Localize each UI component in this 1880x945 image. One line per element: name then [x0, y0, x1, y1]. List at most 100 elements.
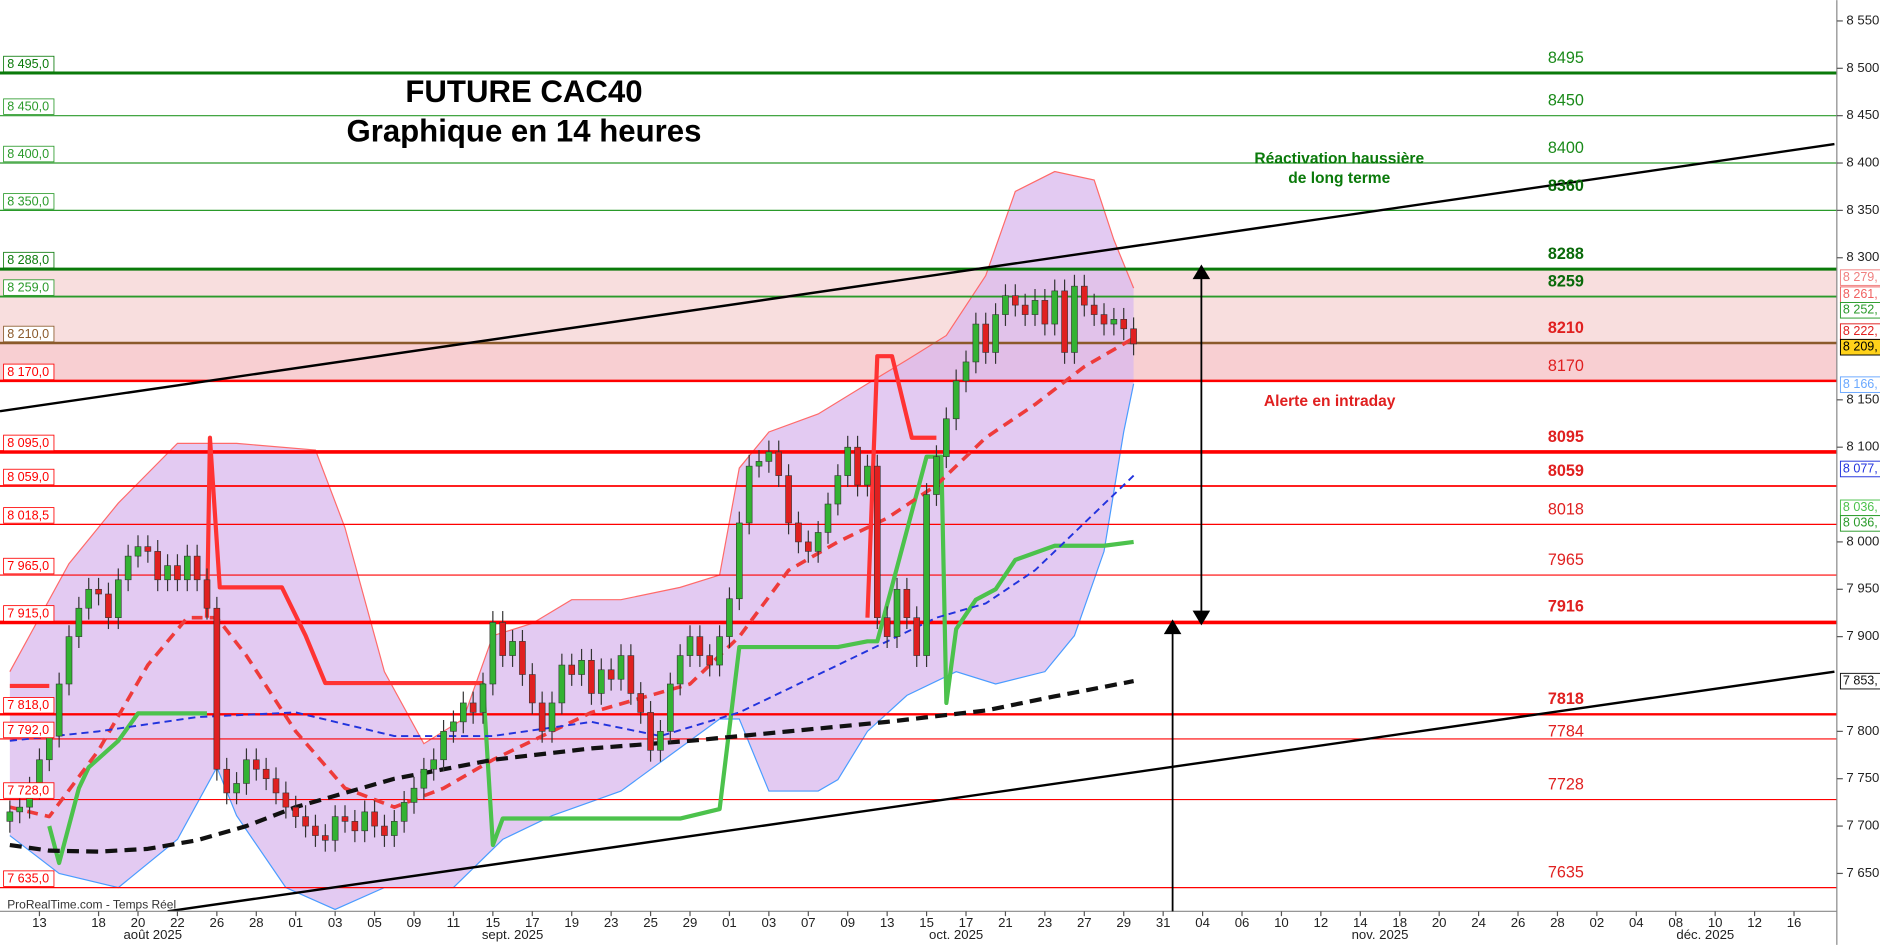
- x-tick-label: 04: [1629, 915, 1644, 930]
- x-tick-label: 03: [762, 915, 777, 930]
- candle-body: [735, 522, 743, 600]
- x-tick-label: 05: [367, 915, 382, 930]
- x-tick-label: 24: [1471, 915, 1486, 930]
- arrow-head: [1163, 619, 1182, 635]
- x-tick-label: 10: [1708, 915, 1723, 930]
- candle-body: [1031, 300, 1039, 315]
- arrow-head: [1192, 264, 1211, 280]
- value-box-label: 8 036,: [1843, 500, 1878, 514]
- x-tick-label: 22: [170, 915, 185, 930]
- value-box: [1839, 460, 1880, 478]
- candle-body: [361, 811, 369, 832]
- candle-body: [302, 816, 309, 827]
- level-label: 8 259,0: [7, 281, 49, 295]
- level-annotation: 7916: [1548, 597, 1584, 615]
- candle-body: [982, 323, 990, 353]
- candle-body: [962, 361, 970, 382]
- x-tick-label: 12: [1747, 915, 1762, 930]
- candle-body: [686, 636, 694, 656]
- x-tick-label: 03: [328, 915, 343, 930]
- candle-body: [124, 555, 132, 581]
- level-label-box: [3, 363, 55, 381]
- y-tick-label: 8 450: [1846, 107, 1879, 122]
- level-annotation: 8360: [1548, 177, 1584, 195]
- plot-area: [0, 71, 1837, 912]
- candle-body: [903, 588, 911, 618]
- candle-body: [282, 792, 290, 808]
- x-tick-label: 01: [288, 915, 303, 930]
- candle-body: [1090, 304, 1098, 315]
- level-label: 8 059,0: [7, 470, 49, 484]
- candle-body: [972, 323, 980, 363]
- candle-body: [1130, 328, 1137, 345]
- candle-body: [1120, 319, 1128, 330]
- x-month-label: nov. 2025: [1352, 927, 1409, 942]
- value-box-label: 8 036,: [1843, 516, 1878, 530]
- level-label: 7 915,0: [7, 606, 49, 620]
- value-box-label: 8 166,: [1843, 377, 1878, 391]
- value-box-label: 8 077,: [1843, 461, 1878, 475]
- level-label: 7 965,0: [7, 559, 49, 573]
- level-label-box: [3, 721, 55, 739]
- candle-body: [1041, 300, 1049, 325]
- value-box: [1839, 302, 1880, 319]
- value-box: [1839, 376, 1880, 393]
- candle-body: [834, 475, 842, 505]
- candle-body: [381, 825, 388, 836]
- candle-body: [410, 787, 418, 803]
- value-box: [1839, 515, 1880, 532]
- candle-body: [45, 735, 53, 761]
- value-box: [1839, 672, 1880, 690]
- candle-body: [795, 522, 802, 543]
- x-tick-label: 13: [880, 915, 895, 930]
- candle-body: [164, 565, 171, 581]
- candle-body: [233, 783, 240, 794]
- value-box-label: 7 853,: [1843, 673, 1878, 687]
- level-label: 7 792,0: [7, 723, 49, 737]
- level-label: 8 495,0: [7, 57, 49, 71]
- candle-body: [952, 380, 960, 420]
- candle-body: [726, 598, 733, 637]
- candle-body: [883, 617, 891, 637]
- level-annotation: 8059: [1548, 462, 1584, 480]
- candle-body: [1110, 319, 1118, 325]
- x-tick-label: 20: [1432, 915, 1447, 930]
- x-tick-label: 26: [1511, 915, 1526, 930]
- candle-body: [706, 655, 714, 666]
- arrows: [1163, 264, 1211, 912]
- band-edge: [9, 170, 1135, 745]
- level-annotation: 8259: [1548, 272, 1584, 290]
- level-label: 8 170,0: [7, 365, 49, 379]
- candle-body: [696, 636, 704, 656]
- candle-body: [430, 759, 438, 770]
- candle-body: [558, 664, 566, 704]
- candle-body: [371, 811, 378, 827]
- candle-body: [6, 811, 14, 822]
- level-label-box: [3, 434, 55, 452]
- annotation: Réactivation haussière: [1254, 151, 1424, 168]
- candle-body: [824, 503, 832, 533]
- candle-body: [814, 532, 822, 552]
- x-tick-label: 23: [604, 915, 619, 930]
- level-annotation: 7818: [1548, 690, 1584, 708]
- x-tick-label: 25: [643, 915, 658, 930]
- level-label-box: [3, 697, 55, 714]
- trendline: [0, 142, 1835, 413]
- level-annotation: 8210: [1548, 319, 1584, 337]
- value-box: [1839, 338, 1880, 356]
- candle-body: [489, 622, 497, 685]
- y-tick-label: 8 100: [1846, 439, 1879, 454]
- y-tick-label: 7 900: [1846, 628, 1879, 643]
- level-label-box: [3, 557, 55, 575]
- candle-body: [450, 721, 457, 732]
- level-label-box: [3, 782, 55, 799]
- candle-body: [154, 551, 162, 581]
- x-tick-label: 04: [1195, 915, 1210, 930]
- candle-body: [65, 636, 73, 685]
- candle-body: [312, 825, 319, 836]
- indicator-line: [47, 454, 1134, 866]
- x-tick-label: 23: [1038, 915, 1053, 930]
- candle-body: [548, 702, 556, 732]
- candle-body: [844, 446, 852, 476]
- candle-body: [943, 418, 950, 457]
